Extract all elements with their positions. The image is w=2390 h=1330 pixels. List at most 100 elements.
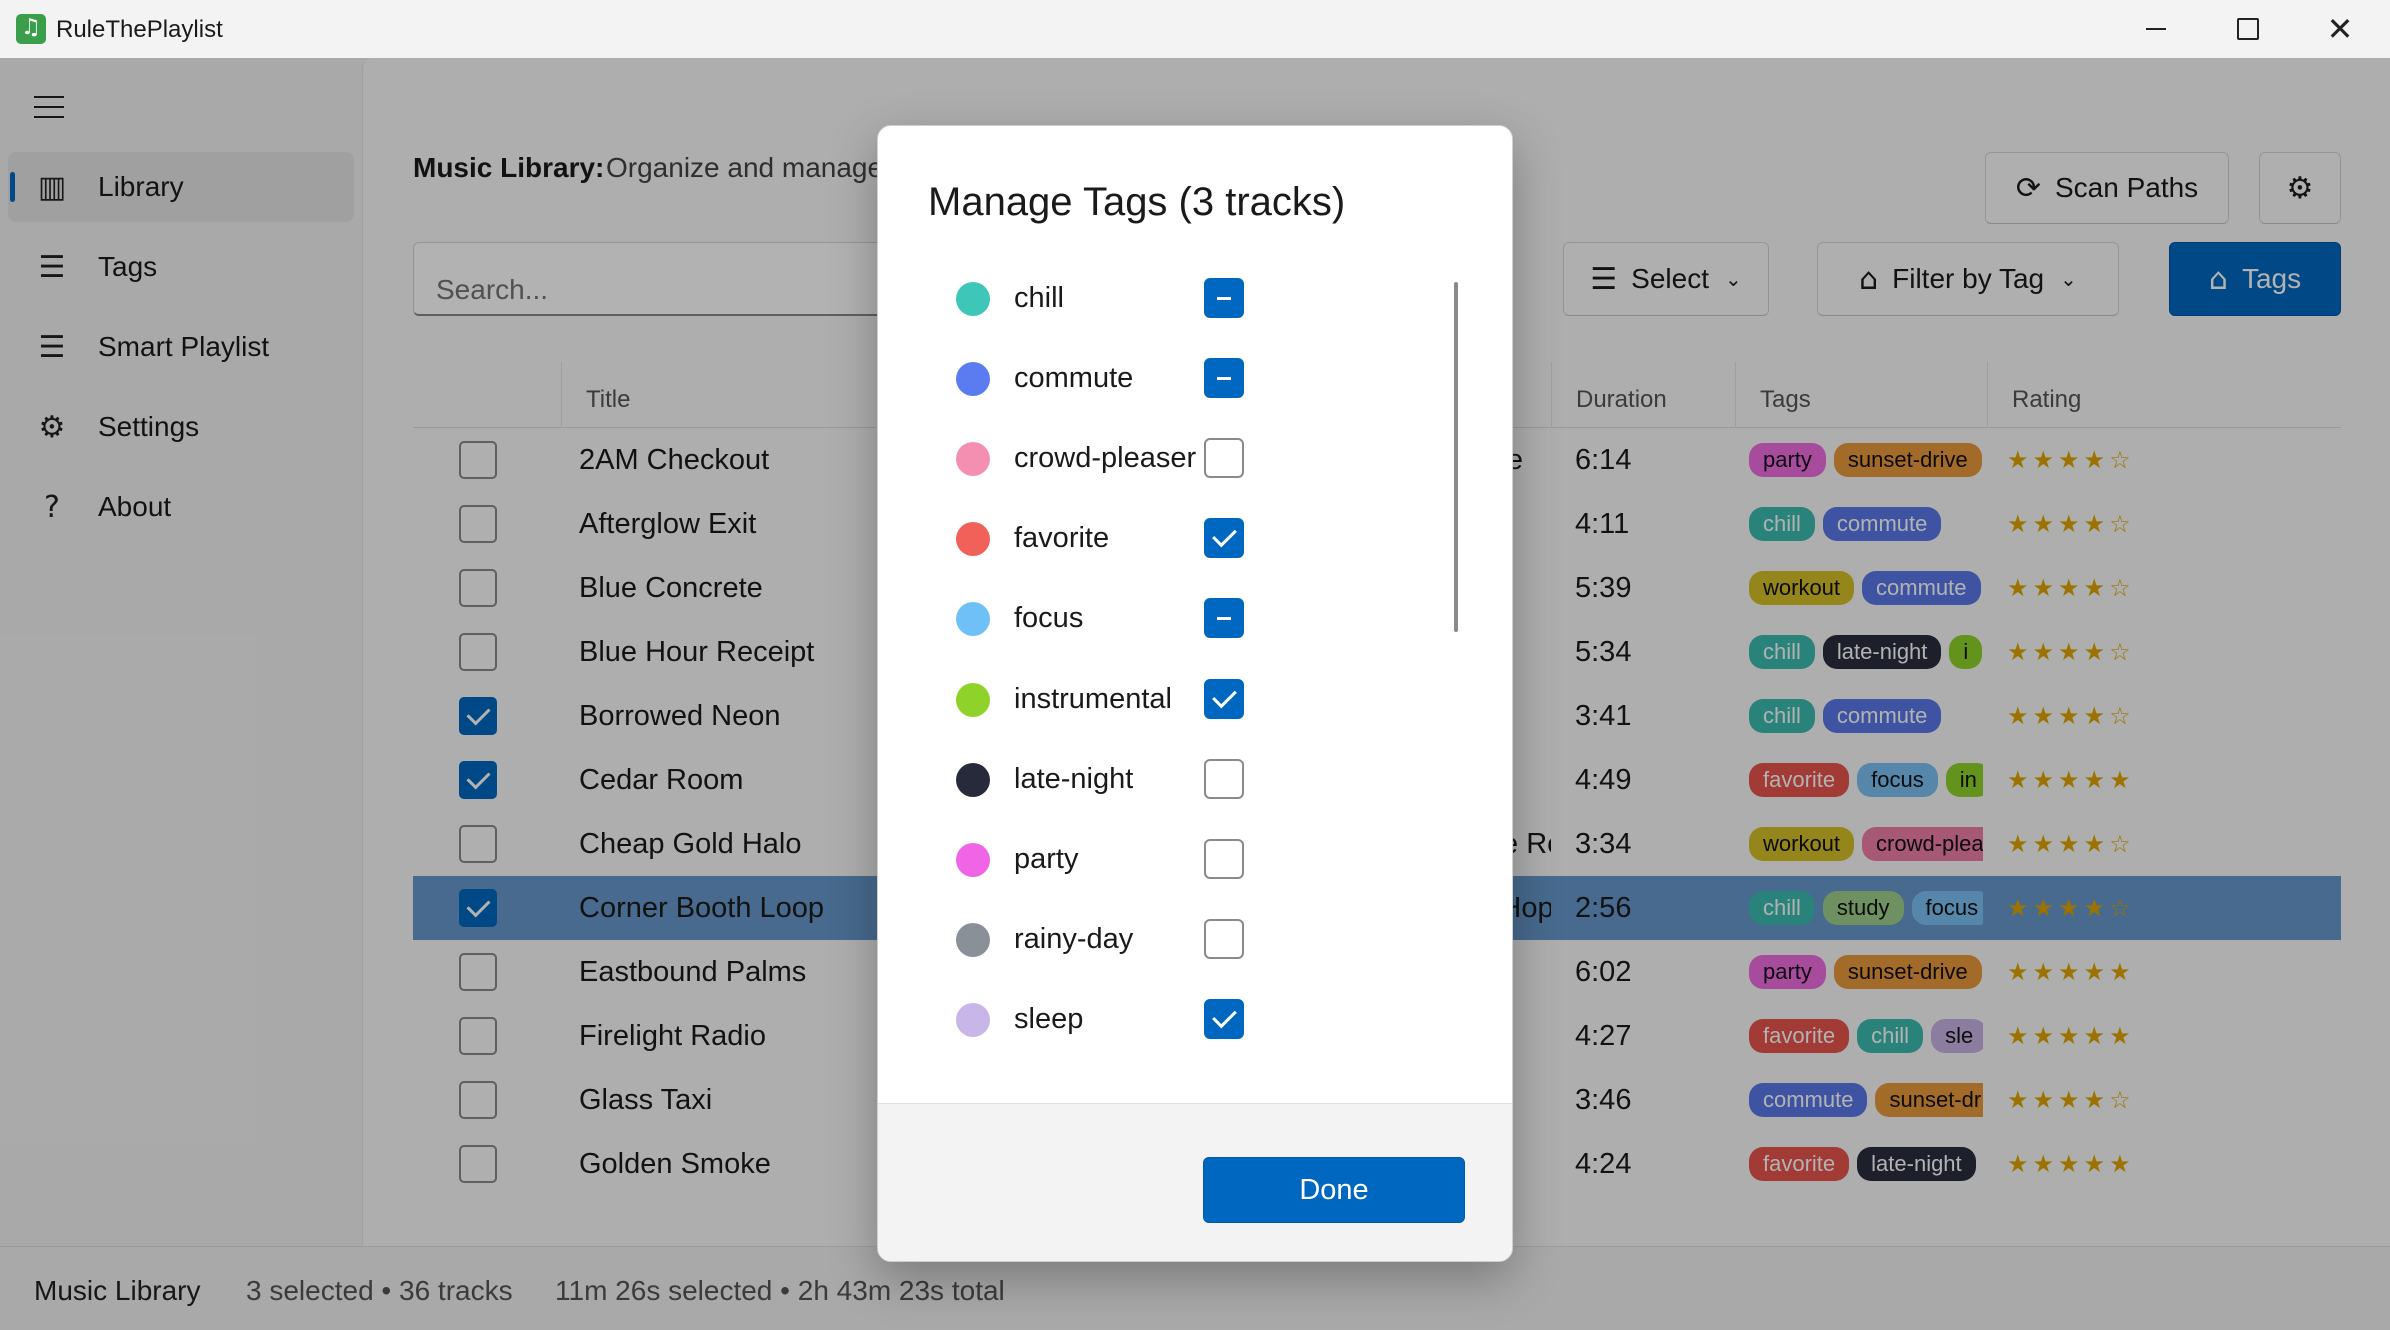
row-checkbox[interactable]	[459, 761, 497, 799]
table-row[interactable]: Cheap Gold Haloernative Rock3:34workoutc…	[413, 812, 2341, 876]
app-logo-icon	[16, 14, 46, 44]
table-row[interactable]: 2AM Checkoutp House6:14partysunset-drive…	[413, 428, 2341, 492]
track-duration: 4:49	[1575, 763, 1632, 796]
row-checkbox[interactable]	[459, 889, 497, 927]
star-rating[interactable]: ★★★★☆	[2007, 638, 2135, 666]
track-duration: 6:02	[1575, 955, 1632, 988]
tag-pill: chill	[1749, 891, 1815, 925]
sidebar-item-smart-playlist[interactable]: ☰ Smart Playlist	[8, 312, 354, 382]
sidebar-item-label: Tags	[98, 251, 158, 282]
maximize-button[interactable]	[2202, 0, 2294, 58]
star-rating[interactable]: ★★★★★	[2007, 766, 2135, 794]
row-checkbox[interactable]	[459, 569, 497, 607]
star-rating[interactable]: ★★★★☆	[2007, 830, 2135, 858]
tag-option-commute[interactable]: commute	[878, 348, 1418, 408]
star-rating[interactable]: ★★★★☆	[2007, 574, 2135, 602]
star-rating[interactable]: ★★★★☆	[2007, 446, 2135, 474]
tag-option-chill[interactable]: chill	[878, 268, 1418, 328]
tag-pill: party	[1749, 443, 1826, 477]
star-rating[interactable]: ★★★★☆	[2007, 510, 2135, 538]
table-row[interactable]: Blue Hour Receiptt5:34chilllate-nighti★★…	[413, 620, 2341, 684]
sidebar-item-library[interactable]: ▥ Library	[8, 152, 354, 222]
column-header-duration[interactable]: Duration	[1551, 362, 1735, 428]
dialog-footer: Done	[878, 1103, 1512, 1261]
settings-button[interactable]: ⚙	[2259, 152, 2341, 224]
tag-checkbox[interactable]	[1204, 759, 1244, 799]
tag-checkbox[interactable]	[1204, 679, 1244, 719]
track-tags: chill late-night i	[1749, 620, 1983, 684]
row-checkbox[interactable]	[459, 697, 497, 735]
column-header-tags[interactable]: Tags	[1735, 362, 1987, 428]
tag-option-rainy-day[interactable]: rainy-day	[878, 909, 1418, 969]
tag-color-dot	[956, 522, 990, 556]
done-button[interactable]: Done	[1203, 1157, 1465, 1223]
row-checkbox[interactable]	[459, 1017, 497, 1055]
sidebar-item-settings[interactable]: ⚙ Settings	[8, 392, 354, 462]
tag-option-crowd-pleaser[interactable]: crowd-pleaser	[878, 428, 1418, 488]
status-selection: 3 selected • 36 tracks	[246, 1275, 513, 1306]
tag-checkbox[interactable]	[1204, 999, 1244, 1039]
hamburger-menu-icon[interactable]	[34, 96, 64, 118]
close-button[interactable]: ✕	[2326, 10, 2354, 48]
row-checkbox[interactable]	[459, 825, 497, 863]
column-header-rating[interactable]: Rating	[1987, 362, 2341, 428]
dialog-title: Manage Tags (3 tracks)	[928, 180, 1346, 224]
tag-list-scrollbar[interactable]	[1454, 282, 1458, 632]
row-checkbox[interactable]	[459, 441, 497, 479]
track-title: 2AM Checkout	[579, 443, 770, 476]
tag-checkbox[interactable]	[1204, 358, 1244, 398]
row-checkbox[interactable]	[459, 1145, 497, 1183]
tag-option-label: instrumental	[1014, 683, 1172, 715]
tag-pill: late-night	[1857, 1147, 1976, 1181]
track-tags: favorite late-night	[1749, 1132, 1983, 1196]
star-rating[interactable]: ★★★★★	[2007, 1022, 2135, 1050]
column-header-title[interactable]: Title	[561, 362, 911, 428]
row-checkbox[interactable]	[459, 633, 497, 671]
track-duration: 4:11	[1575, 507, 1630, 540]
tag-option-sleep[interactable]: sleep	[878, 989, 1418, 1049]
track-tags: chill commute	[1749, 492, 1983, 556]
chevron-down-icon: ⌄	[2060, 267, 2077, 291]
star-rating[interactable]: ★★★★☆	[2007, 702, 2135, 730]
sidebar-item-label: About	[98, 491, 172, 522]
row-checkbox[interactable]	[459, 1081, 497, 1119]
minimize-button[interactable]	[2110, 0, 2202, 58]
tag-color-dot	[956, 442, 990, 476]
table-row[interactable]: Golden Smokeo Soul4:24favoritelate-night…	[413, 1132, 2341, 1196]
track-title: Firelight Radio	[579, 1019, 766, 1052]
filter-by-tag-dropdown[interactable]: ⌂ Filter by Tag ⌄	[1817, 242, 2119, 316]
track-title: Cedar Room	[579, 763, 744, 796]
star-rating[interactable]: ★★★★☆	[2007, 1086, 2135, 1114]
tag-option-party[interactable]: party	[878, 829, 1418, 889]
tag-checkbox[interactable]	[1204, 518, 1244, 558]
tag-checkbox[interactable]	[1204, 919, 1244, 959]
star-rating[interactable]: ★★★★★	[2007, 1150, 2135, 1178]
row-checkbox[interactable]	[459, 505, 497, 543]
tag-checkbox[interactable]	[1204, 839, 1244, 879]
scan-paths-button[interactable]: ⟳ Scan Paths	[1985, 152, 2229, 224]
tag-option-favorite[interactable]: favorite	[878, 508, 1418, 568]
select-dropdown[interactable]: ☰ Select ⌄	[1563, 242, 1769, 316]
star-rating[interactable]: ★★★★☆	[2007, 894, 2135, 922]
star-rating[interactable]: ★★★★★	[2007, 958, 2135, 986]
tag-checkbox[interactable]	[1204, 438, 1244, 478]
tags-button[interactable]: ⌂ Tags	[2169, 242, 2341, 316]
list-check-icon: ☰	[1590, 261, 1618, 297]
tag-pill: late-night	[1822, 635, 1942, 669]
row-checkbox[interactable]	[459, 953, 497, 991]
tag-checkbox[interactable]	[1204, 278, 1244, 318]
tag-pill: sle	[1931, 1019, 1983, 1053]
tag-option-instrumental[interactable]: instrumental	[878, 669, 1418, 729]
sidebar-item-about[interactable]: ? About	[8, 472, 354, 542]
tag-option-focus[interactable]: focus	[878, 588, 1418, 648]
tag-option-label: chill	[1014, 282, 1064, 314]
tag-option-late-night[interactable]: late-night	[878, 749, 1418, 809]
track-tags: chill study focus	[1749, 876, 1983, 940]
sidebar-item-tags[interactable]: ☰ Tags	[8, 232, 354, 302]
status-duration: 11m 26s selected • 2h 43m 23s total	[555, 1275, 1005, 1306]
tag-checkbox[interactable]	[1204, 598, 1244, 638]
